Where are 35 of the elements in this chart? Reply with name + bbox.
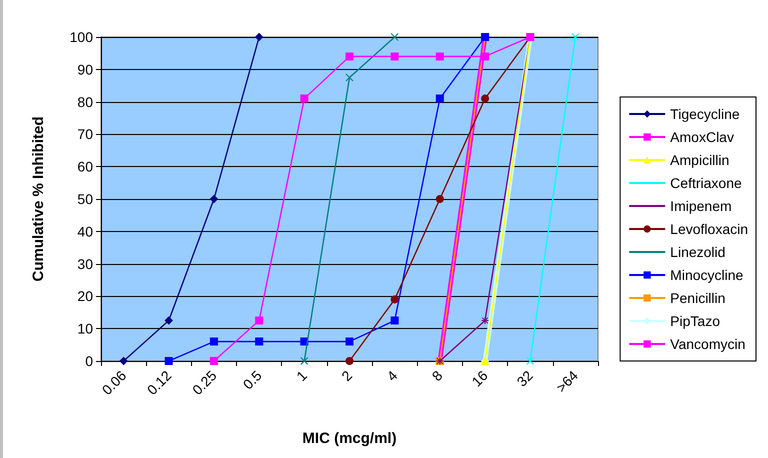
legend-label: PipTazo	[670, 313, 720, 329]
legend-label: Imipenem	[670, 198, 732, 214]
x-axis-title: MIC (mcg/ml)	[302, 430, 397, 447]
y-tick-label: 10	[77, 320, 94, 337]
x-tick-label: 32	[514, 367, 536, 390]
legend-label: Minocycline	[670, 267, 744, 283]
y-tick-label: 90	[77, 61, 94, 78]
y-tick-label: 20	[77, 288, 94, 304]
x-tick-label: >64	[552, 367, 582, 396]
legend-label: Linezolid	[670, 244, 726, 260]
x-tick-label: 4	[384, 367, 400, 384]
x-tick-label: 1	[293, 367, 310, 384]
y-tick-label: 70	[77, 126, 94, 142]
legend-label: AmoxClav	[670, 129, 734, 145]
legend-label: Ampicillin	[670, 152, 730, 168]
y-tick-label: 0	[85, 353, 94, 369]
x-tick-label: 0.25	[189, 367, 220, 398]
y-tick-label: 50	[77, 191, 94, 207]
y-tick-label: 100	[70, 29, 94, 45]
legend-label: Ceftriaxone	[670, 175, 742, 191]
x-tick-label: 16	[468, 367, 491, 390]
legend-label: Tigecycline	[670, 106, 740, 122]
y-axis-title: Cumulative % Inhibited	[30, 116, 47, 282]
y-tick-label: 40	[77, 223, 94, 240]
x-tick-label: 0.06	[98, 367, 130, 398]
y-tick-label: 60	[77, 158, 94, 175]
x-tick-label: 8	[428, 367, 446, 384]
legend-label: Levofloxacin	[670, 221, 748, 237]
y-tick-label: 80	[77, 94, 94, 110]
y-tick-label: 30	[77, 256, 94, 272]
legend-label: Vancomycin	[670, 336, 746, 352]
legend-label: Penicillin	[670, 290, 726, 306]
x-tick-label: 2	[338, 367, 356, 384]
x-tick-label: 0.5	[240, 367, 265, 392]
x-tick-label: 0.12	[144, 367, 175, 398]
